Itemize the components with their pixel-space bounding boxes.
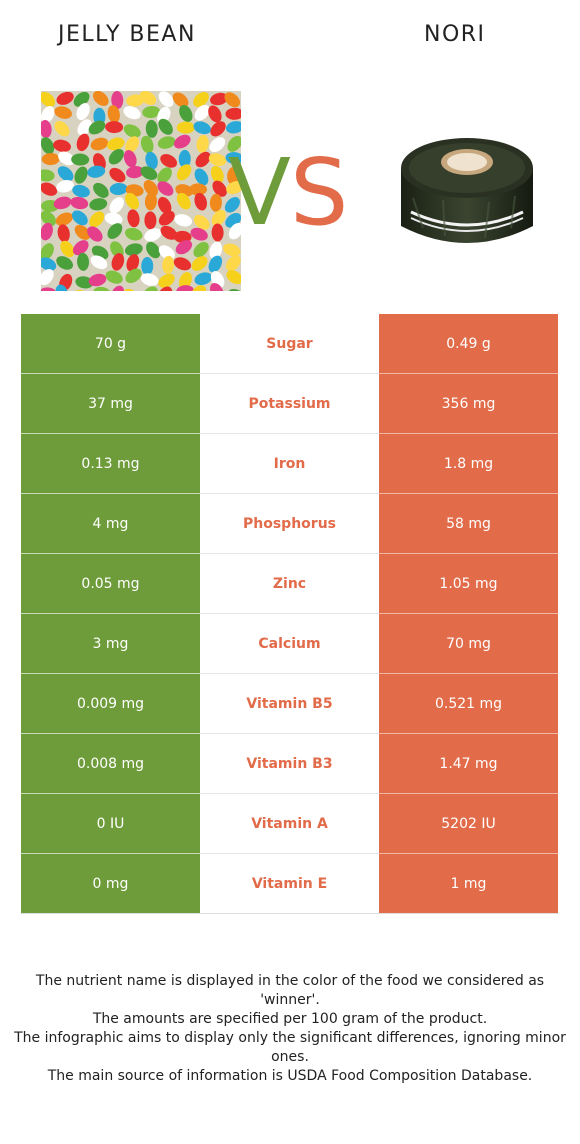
footer-notes: The nutrient name is displayed in the co…	[14, 972, 566, 1086]
jelly-bean-value: 4 mg	[21, 494, 200, 554]
jelly-bean-value: 0.009 mg	[21, 674, 200, 734]
nutrient-name: Sugar	[200, 314, 379, 374]
nutrient-name: Zinc	[200, 554, 379, 614]
jelly-bean-value: 70 g	[21, 314, 200, 374]
nori-value: 1 mg	[379, 854, 558, 914]
vs-label: V S	[228, 139, 348, 238]
table-row: 0.009 mg Vitamin B5 0.521 mg	[21, 674, 558, 734]
table-row: 37 mg Potassium 356 mg	[21, 374, 558, 434]
footer-line-amounts: The amounts are specified per 100 gram o…	[92, 1011, 488, 1027]
jelly-bean-value: 37 mg	[21, 374, 200, 434]
nori-value: 70 mg	[379, 614, 558, 674]
nutrient-name: Calcium	[200, 614, 379, 674]
nutrient-name: Iron	[200, 434, 379, 494]
table-row: 0.008 mg Vitamin B3 1.47 mg	[21, 734, 558, 794]
jelly-bean-image	[41, 91, 241, 291]
footer-line-source: The main source of information is USDA F…	[47, 1068, 533, 1084]
table-row: 0.13 mg Iron 1.8 mg	[21, 434, 558, 494]
nori-value: 0.49 g	[379, 314, 558, 374]
nutrient-name: Vitamin B5	[200, 674, 379, 734]
footer-line-winner: The nutrient name is displayed in the co…	[35, 973, 545, 1008]
jelly-bean-value: 3 mg	[21, 614, 200, 674]
nutrient-name: Vitamin E	[200, 854, 379, 914]
vs-text: V	[228, 139, 291, 238]
nutrient-name: Vitamin B3	[200, 734, 379, 794]
nutrient-name: Phosphorus	[200, 494, 379, 554]
nutrient-name: Vitamin A	[200, 794, 379, 854]
nori-value: 1.8 mg	[379, 434, 558, 494]
nori-image	[401, 138, 533, 243]
nori-value: 58 mg	[379, 494, 558, 554]
table-row: 0.05 mg Zinc 1.05 mg	[21, 554, 558, 614]
footer-line-aims: The infographic aims to display only the…	[14, 1030, 566, 1065]
table-row: 70 g Sugar 0.49 g	[21, 314, 558, 374]
jelly-bean-value: 0.13 mg	[21, 434, 200, 494]
nori-value: 1.05 mg	[379, 554, 558, 614]
table-row: 0 IU Vitamin A 5202 IU	[21, 794, 558, 854]
jelly-bean-value: 0.008 mg	[21, 734, 200, 794]
nori-value: 0.521 mg	[379, 674, 558, 734]
svg-text:S: S	[290, 139, 348, 238]
table-row: 3 mg Calcium 70 mg	[21, 614, 558, 674]
nori-value: 356 mg	[379, 374, 558, 434]
table-row: 4 mg Phosphorus 58 mg	[21, 494, 558, 554]
jelly-bean-value: 0 mg	[21, 854, 200, 914]
jelly-bean-value: 0.05 mg	[21, 554, 200, 614]
left-food-title: JELLY BEAN	[58, 22, 196, 47]
nutrient-name: Potassium	[200, 374, 379, 434]
nori-value: 1.47 mg	[379, 734, 558, 794]
comparison-table: 70 g Sugar 0.49 g 37 mg Potassium 356 mg 0.13 …	[21, 314, 558, 914]
right-food-title: NORI	[424, 22, 486, 47]
nori-value: 5202 IU	[379, 794, 558, 854]
jelly-bean-value: 0 IU	[21, 794, 200, 854]
